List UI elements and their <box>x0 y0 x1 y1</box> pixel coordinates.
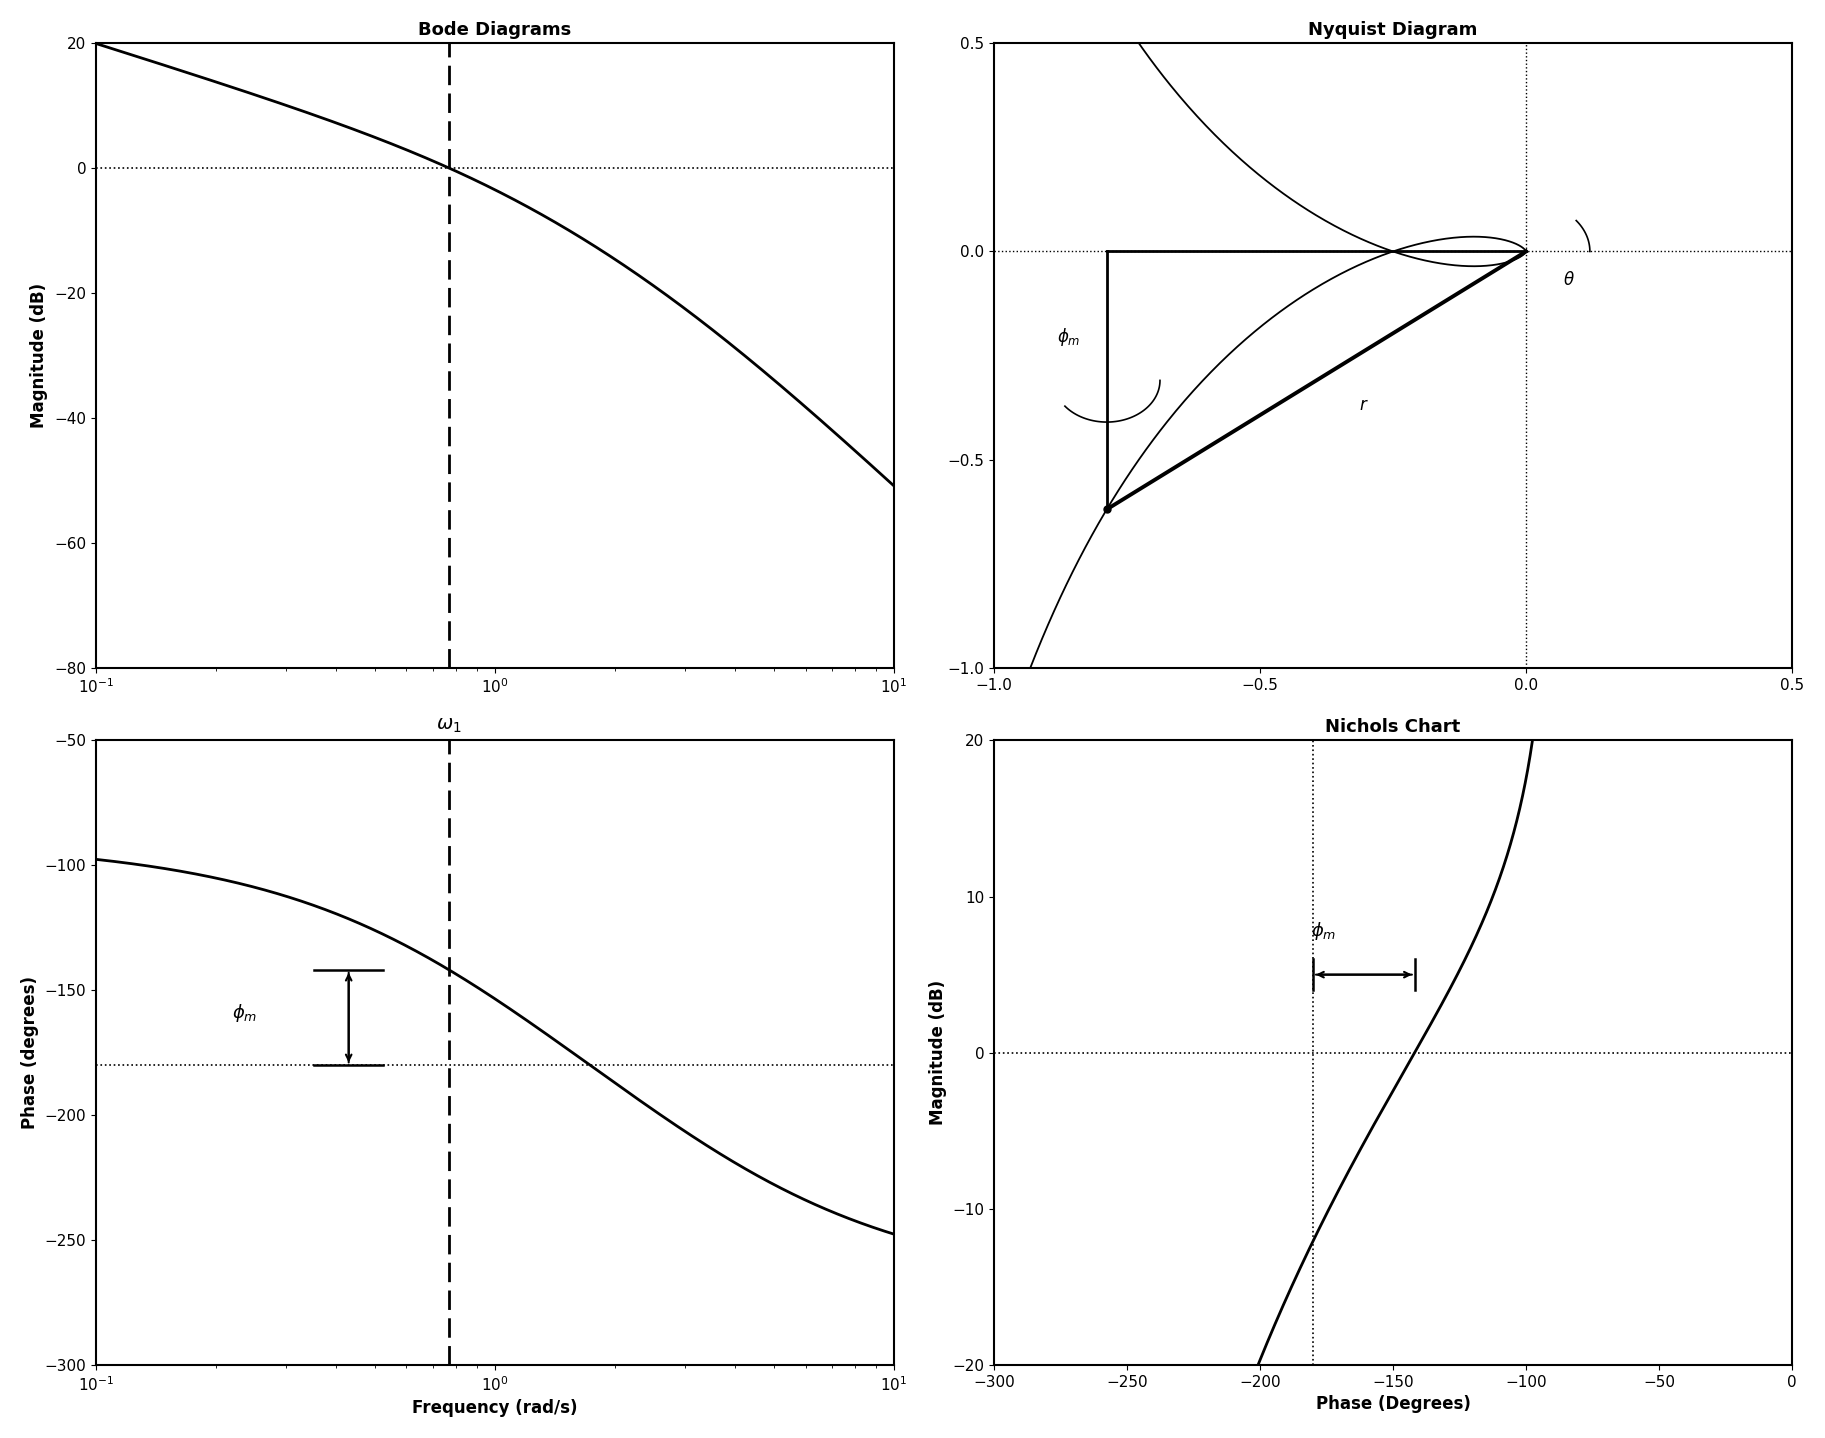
Y-axis label: Phase (degrees): Phase (degrees) <box>20 976 38 1129</box>
Title: Nyquist Diagram: Nyquist Diagram <box>1309 20 1478 39</box>
Y-axis label: Magnitude (dB): Magnitude (dB) <box>31 283 49 429</box>
Title: Bode Diagrams: Bode Diagrams <box>418 20 571 39</box>
Text: $\theta$: $\theta$ <box>1564 270 1575 289</box>
Text: $r$: $r$ <box>1360 395 1369 414</box>
Text: $\phi_m$: $\phi_m$ <box>1057 326 1080 348</box>
Text: $\omega_1$: $\omega_1$ <box>436 716 462 735</box>
Title: Nichols Chart: Nichols Chart <box>1325 718 1460 736</box>
X-axis label: Frequency (rad/s): Frequency (rad/s) <box>412 1399 579 1418</box>
Text: $\phi_m$: $\phi_m$ <box>232 1001 257 1024</box>
Text: $\phi_m$: $\phi_m$ <box>1312 919 1336 942</box>
X-axis label: Phase (Degrees): Phase (Degrees) <box>1316 1395 1471 1414</box>
Y-axis label: Magnitude (dB): Magnitude (dB) <box>929 981 947 1126</box>
